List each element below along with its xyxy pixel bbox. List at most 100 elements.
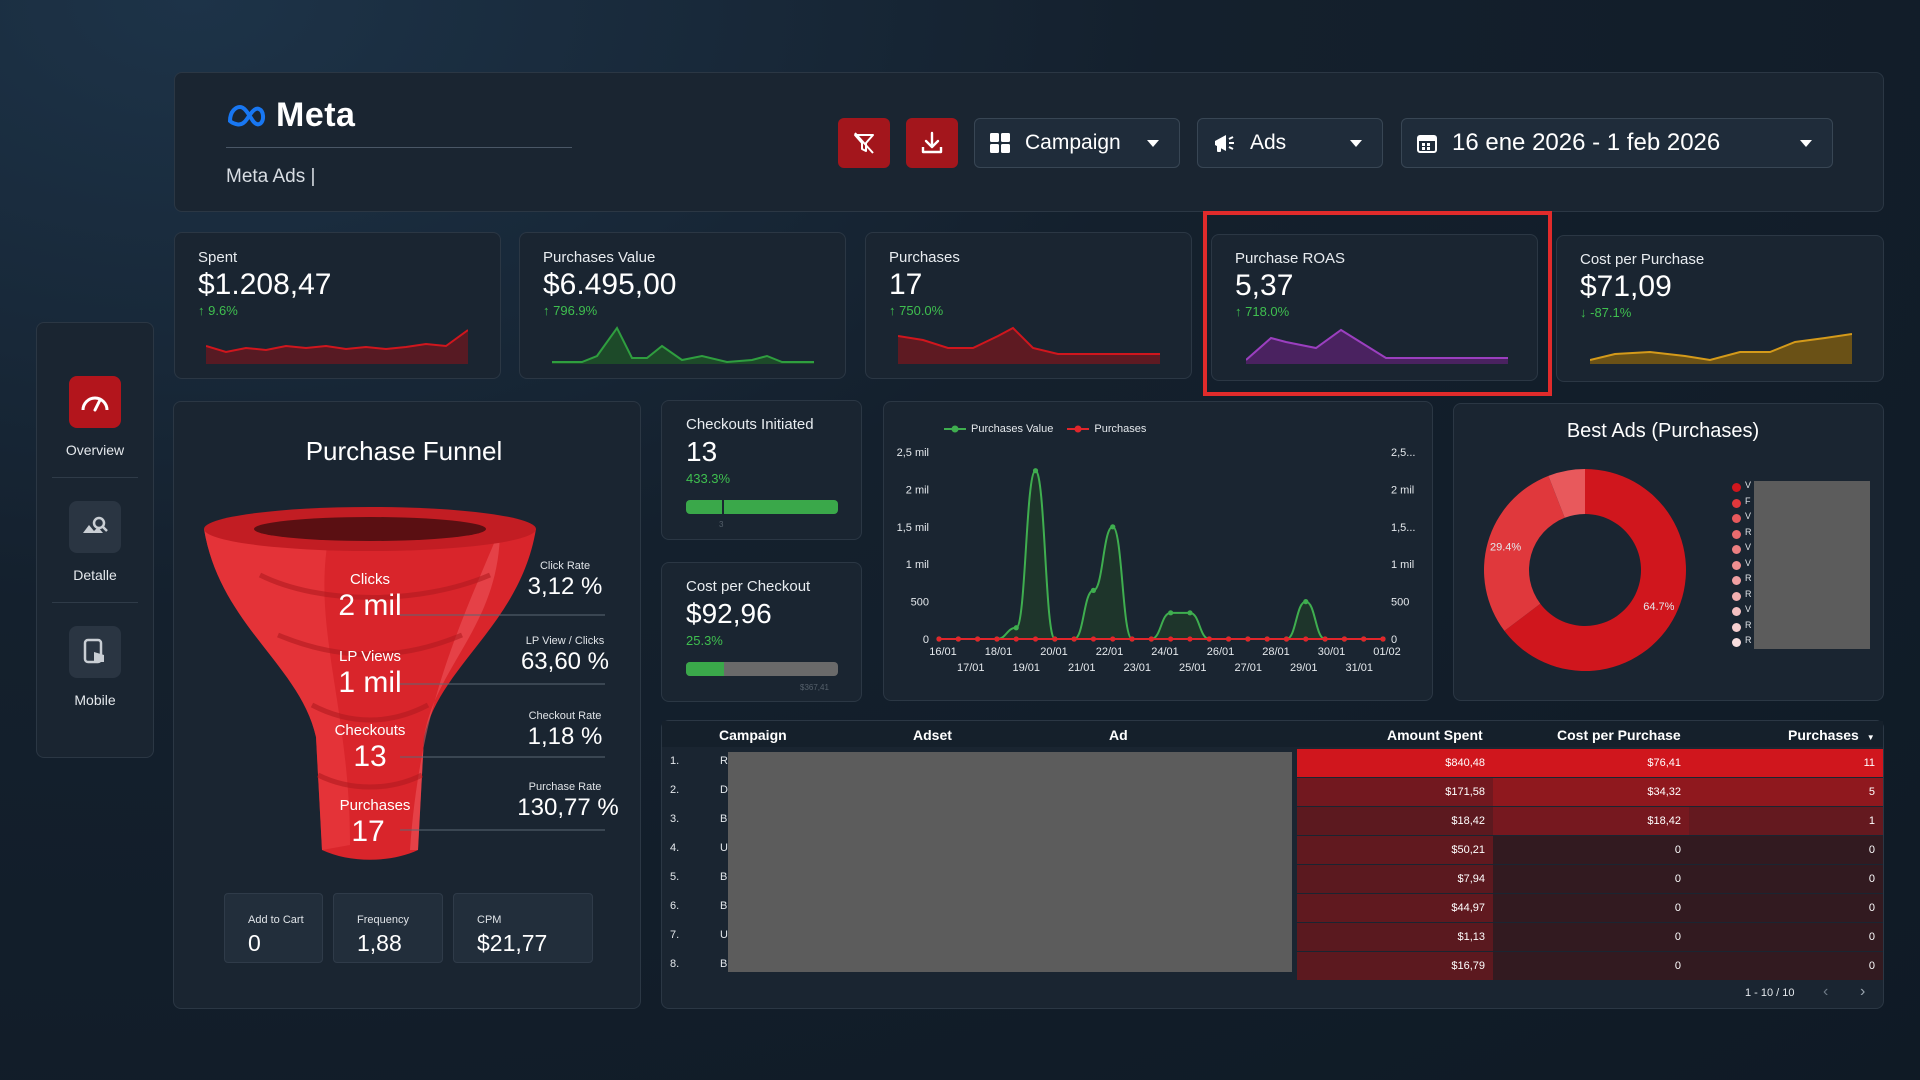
data-point[interactable] (1013, 625, 1019, 631)
data-point[interactable] (1168, 610, 1174, 616)
data-point[interactable] (1206, 636, 1212, 642)
legend-item-purchases[interactable]: Purchases (1067, 423, 1146, 435)
data-point[interactable] (1380, 636, 1386, 642)
kpi-sparkline (1590, 333, 1852, 364)
report-subtitle: Meta Ads | (226, 166, 316, 187)
cost-per-checkout-value: $92,96 (686, 598, 772, 629)
funnel-rate-label: LP View / Clicks (525, 635, 605, 647)
amount-spent-cell: $44,97 (1297, 894, 1493, 922)
data-point[interactable] (1090, 587, 1097, 593)
campaign-name-cell: BC (720, 958, 728, 970)
amount-spent-cell: $18,42 (1297, 807, 1493, 835)
best-ads-donut: 64.7% 29.4% (1484, 469, 1686, 671)
data-point[interactable] (1032, 636, 1039, 642)
data-point[interactable] (936, 636, 942, 642)
data-point[interactable] (1225, 636, 1232, 642)
data-point[interactable] (1013, 636, 1019, 642)
kpi-delta-value: 750.0% (899, 303, 944, 318)
sidebar-item-mobile[interactable]: Mobile (36, 626, 154, 708)
clear-filters-button[interactable] (838, 118, 890, 168)
cost-per-checkout-progress-fill (686, 662, 724, 676)
purchases-cell: 11 (1689, 749, 1883, 777)
cost-per-purchase-cell: 0 (1493, 894, 1689, 922)
next-page-button[interactable]: › (1860, 983, 1866, 1000)
data-point[interactable] (955, 636, 961, 642)
y-tick-left: 1 mil (906, 559, 929, 571)
data-point[interactable] (975, 636, 981, 642)
data-point[interactable] (1032, 468, 1039, 474)
data-point[interactable] (1168, 636, 1174, 642)
data-point[interactable] (1110, 524, 1116, 530)
row-number: 8. (670, 958, 680, 970)
data-point[interactable] (1341, 636, 1347, 642)
data-point[interactable] (1110, 636, 1116, 642)
sidebar-item-overview[interactable]: Overview (36, 376, 154, 458)
download-button[interactable] (906, 118, 958, 168)
logo-divider (226, 147, 572, 148)
legend-dot (1732, 607, 1741, 616)
funnel-stage-label: Checkouts (334, 722, 406, 739)
campaign-dropdown[interactable]: Campaign (974, 118, 1180, 168)
data-point[interactable] (1129, 636, 1135, 642)
data-point[interactable] (1264, 636, 1270, 642)
y-tick-left: 2 mil (906, 484, 929, 496)
donut-slice[interactable] (1504, 469, 1686, 671)
data-point[interactable] (1303, 636, 1309, 642)
kpi-label: Spent (198, 249, 238, 266)
purchases-cell: 0 (1689, 894, 1883, 922)
data-point[interactable] (1052, 636, 1058, 642)
redacted-names-block (728, 752, 1292, 972)
x-tick-label: 19/01 (1012, 662, 1040, 674)
row-number: 2. (670, 784, 680, 796)
kpi-delta-value: 9.6% (208, 303, 238, 318)
x-tick-label: 21/01 (1068, 662, 1096, 674)
data-point[interactable] (1361, 636, 1367, 642)
x-tick-label: 29/01 (1290, 662, 1318, 674)
data-point[interactable] (1090, 636, 1097, 642)
data-point[interactable] (1303, 599, 1309, 605)
column-header-ad[interactable]: Ad (1109, 727, 1128, 743)
purchases-cell: 0 (1689, 952, 1883, 980)
campaign-name-cell: BC (720, 900, 728, 912)
column-header-purchases[interactable]: Purchases ▼ (1788, 727, 1875, 743)
column-header-adset[interactable]: Adset (913, 727, 952, 743)
cost-per-purchase-cell: $18,42 (1493, 807, 1689, 835)
column-header-cost-per-purchase[interactable]: Cost per Purchase (1557, 727, 1681, 743)
data-point[interactable] (1187, 610, 1193, 616)
download-icon (921, 131, 943, 154)
donut-slice[interactable] (1548, 469, 1585, 518)
legend-letter: V (1745, 557, 1752, 568)
slice-label: 29.4% (1490, 541, 1521, 553)
prev-page-button[interactable]: ‹ (1823, 983, 1829, 1000)
donut-slice[interactable] (1484, 475, 1565, 631)
legend-item-purchases-value[interactable]: Purchases Value (944, 423, 1053, 435)
column-header-campaign[interactable]: Campaign (719, 727, 787, 743)
data-point[interactable] (1322, 636, 1328, 642)
data-point[interactable] (1283, 636, 1290, 642)
data-point[interactable] (994, 636, 1000, 642)
column-header-amount-spent[interactable]: Amount Spent (1387, 727, 1483, 743)
funnel-stage-value: 13 (353, 740, 387, 773)
campaign-name-cell: RI (720, 755, 728, 767)
meta-infinity-icon (227, 104, 266, 126)
checkouts-card (661, 400, 862, 540)
legend-label: Purchases (1094, 423, 1147, 435)
mini-value: 1,88 (357, 930, 402, 956)
data-point[interactable] (1071, 636, 1077, 642)
data-point[interactable] (1245, 636, 1251, 642)
sidebar-item-detalle[interactable]: Detalle (36, 501, 154, 583)
x-tick-label: 23/01 (1123, 662, 1151, 674)
checkouts-target-label: 3 (719, 520, 724, 529)
chevron-down-icon (1350, 140, 1362, 147)
kpi-label: Cost per Purchase (1580, 251, 1705, 268)
data-point[interactable] (1148, 636, 1154, 642)
filter-off-icon (854, 132, 874, 154)
funnel-rate-value: 1,18 % (527, 723, 603, 750)
date-range-picker[interactable]: 16 ene 2026 - 1 feb 2026 (1401, 118, 1833, 168)
purchases-cell: 5 (1689, 778, 1883, 806)
data-point[interactable] (1187, 636, 1193, 642)
legend-dot (1732, 576, 1741, 585)
kpi-delta: ↑ 718.0% (1235, 304, 1290, 319)
ads-dropdown[interactable]: Ads (1197, 118, 1383, 168)
